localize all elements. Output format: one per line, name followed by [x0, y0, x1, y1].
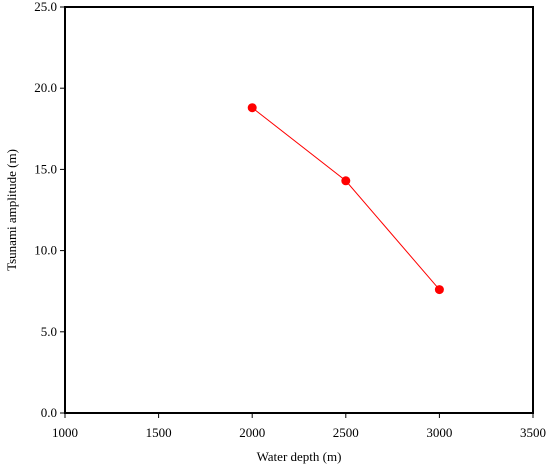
- x-tick-label: 2500: [333, 425, 359, 440]
- y-tick-label: 20.0: [34, 80, 57, 95]
- y-axis-label: Tsunami amplitude (m): [4, 149, 19, 271]
- x-tick-label: 1000: [52, 425, 78, 440]
- y-tick-label: 25.0: [34, 0, 57, 14]
- y-tick-label: 5.0: [41, 324, 57, 339]
- x-axis-label: Water depth (m): [257, 449, 342, 464]
- y-tick-label: 0.0: [41, 405, 57, 420]
- x-tick-label: 1500: [146, 425, 172, 440]
- y-tick-label: 10.0: [34, 243, 57, 258]
- y-tick-label: 15.0: [34, 161, 57, 176]
- series-line: [251, 107, 440, 290]
- x-tick-label: 2000: [239, 425, 265, 440]
- x-tick-label: 3000: [426, 425, 452, 440]
- marker: [434, 285, 444, 295]
- plot-frame: [64, 6, 534, 414]
- marker: [341, 176, 351, 186]
- marker: [247, 103, 257, 113]
- x-tick-label: 3500: [520, 425, 546, 440]
